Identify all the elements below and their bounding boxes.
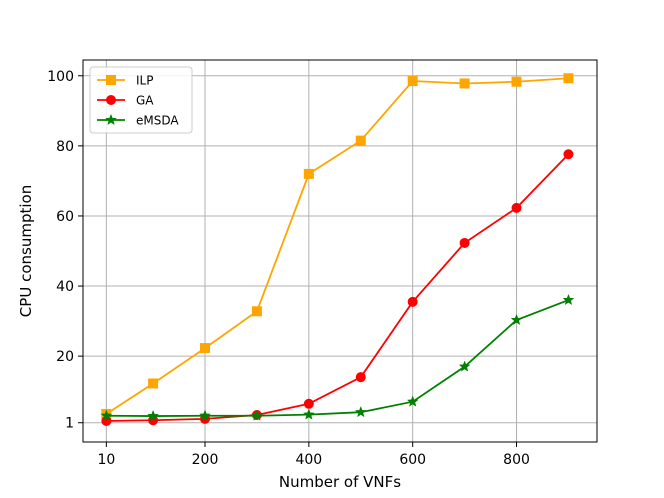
y-tick-label: 80	[56, 139, 74, 155]
x-tick-label: 600	[399, 452, 426, 468]
legend-item-emsda: eMSDA	[97, 114, 179, 128]
x-tick-label: 10	[97, 452, 115, 468]
data-point-ilp	[148, 378, 159, 389]
data-point-emsda	[562, 293, 575, 306]
legend-label-ga: GA	[136, 94, 154, 108]
series-emsda	[100, 293, 575, 422]
data-point-ga	[407, 296, 418, 307]
series-ga	[101, 149, 574, 426]
data-point-emsda	[406, 395, 419, 407]
legend-label-ilp: ILP	[136, 74, 153, 88]
data-point-emsda	[510, 313, 523, 326]
data-point-emsda	[147, 409, 160, 422]
data-point-ilp	[355, 135, 366, 146]
x-tick-label: 800	[503, 452, 530, 468]
x-tick-label: 200	[192, 452, 219, 468]
data-point-ilp	[563, 73, 574, 84]
y-tick-label: 1	[65, 416, 74, 432]
y-tick-label: 60	[56, 209, 74, 225]
y-tick-label: 40	[56, 279, 74, 295]
plot-frame	[82, 59, 598, 443]
data-point-ga	[355, 372, 366, 383]
y-axis-label: CPU consumption	[17, 185, 35, 317]
data-point-ilp	[407, 76, 418, 87]
legend-marker-ga	[106, 95, 116, 105]
data-point-emsda	[199, 409, 211, 421]
legend-marker-emsda	[105, 113, 117, 126]
legend-label-emsda: eMSDA	[136, 114, 179, 128]
data-point-ilp	[251, 306, 262, 317]
data-point-ilp	[303, 168, 314, 179]
legend: ILP GA eMSDA	[89, 66, 193, 134]
data-point-ilp	[200, 343, 211, 354]
data-point-ga	[303, 398, 314, 409]
series-layer	[100, 73, 575, 426]
x-tick-label: 400	[295, 452, 322, 468]
x-axis-label: Number of VNFs	[279, 473, 401, 491]
y-tick-label: 100	[47, 69, 74, 85]
series-line-emsda	[106, 299, 569, 417]
data-point-ga	[563, 149, 574, 160]
series-line-ilp	[105, 77, 569, 415]
legend-item-ga: GA	[97, 94, 154, 108]
series-ilp	[101, 73, 574, 419]
ticks: 10 200 400 600 800 1 20 40 60 80 100	[47, 69, 530, 468]
data-point-emsda	[251, 409, 263, 421]
data-point-emsda	[302, 408, 315, 420]
series-line-ga	[106, 153, 570, 422]
legend-marker-ilp	[106, 75, 116, 85]
data-point-ga	[511, 202, 522, 213]
legend-item-ilp: ILP	[97, 74, 153, 88]
data-point-ga	[459, 237, 470, 248]
data-point-emsda	[458, 360, 471, 372]
data-point-ilp	[511, 76, 522, 87]
data-point-ilp	[459, 78, 470, 89]
y-tick-label: 20	[56, 349, 74, 365]
grid	[83, 60, 597, 442]
data-point-emsda	[354, 405, 367, 418]
data-point-emsda	[100, 409, 113, 421]
